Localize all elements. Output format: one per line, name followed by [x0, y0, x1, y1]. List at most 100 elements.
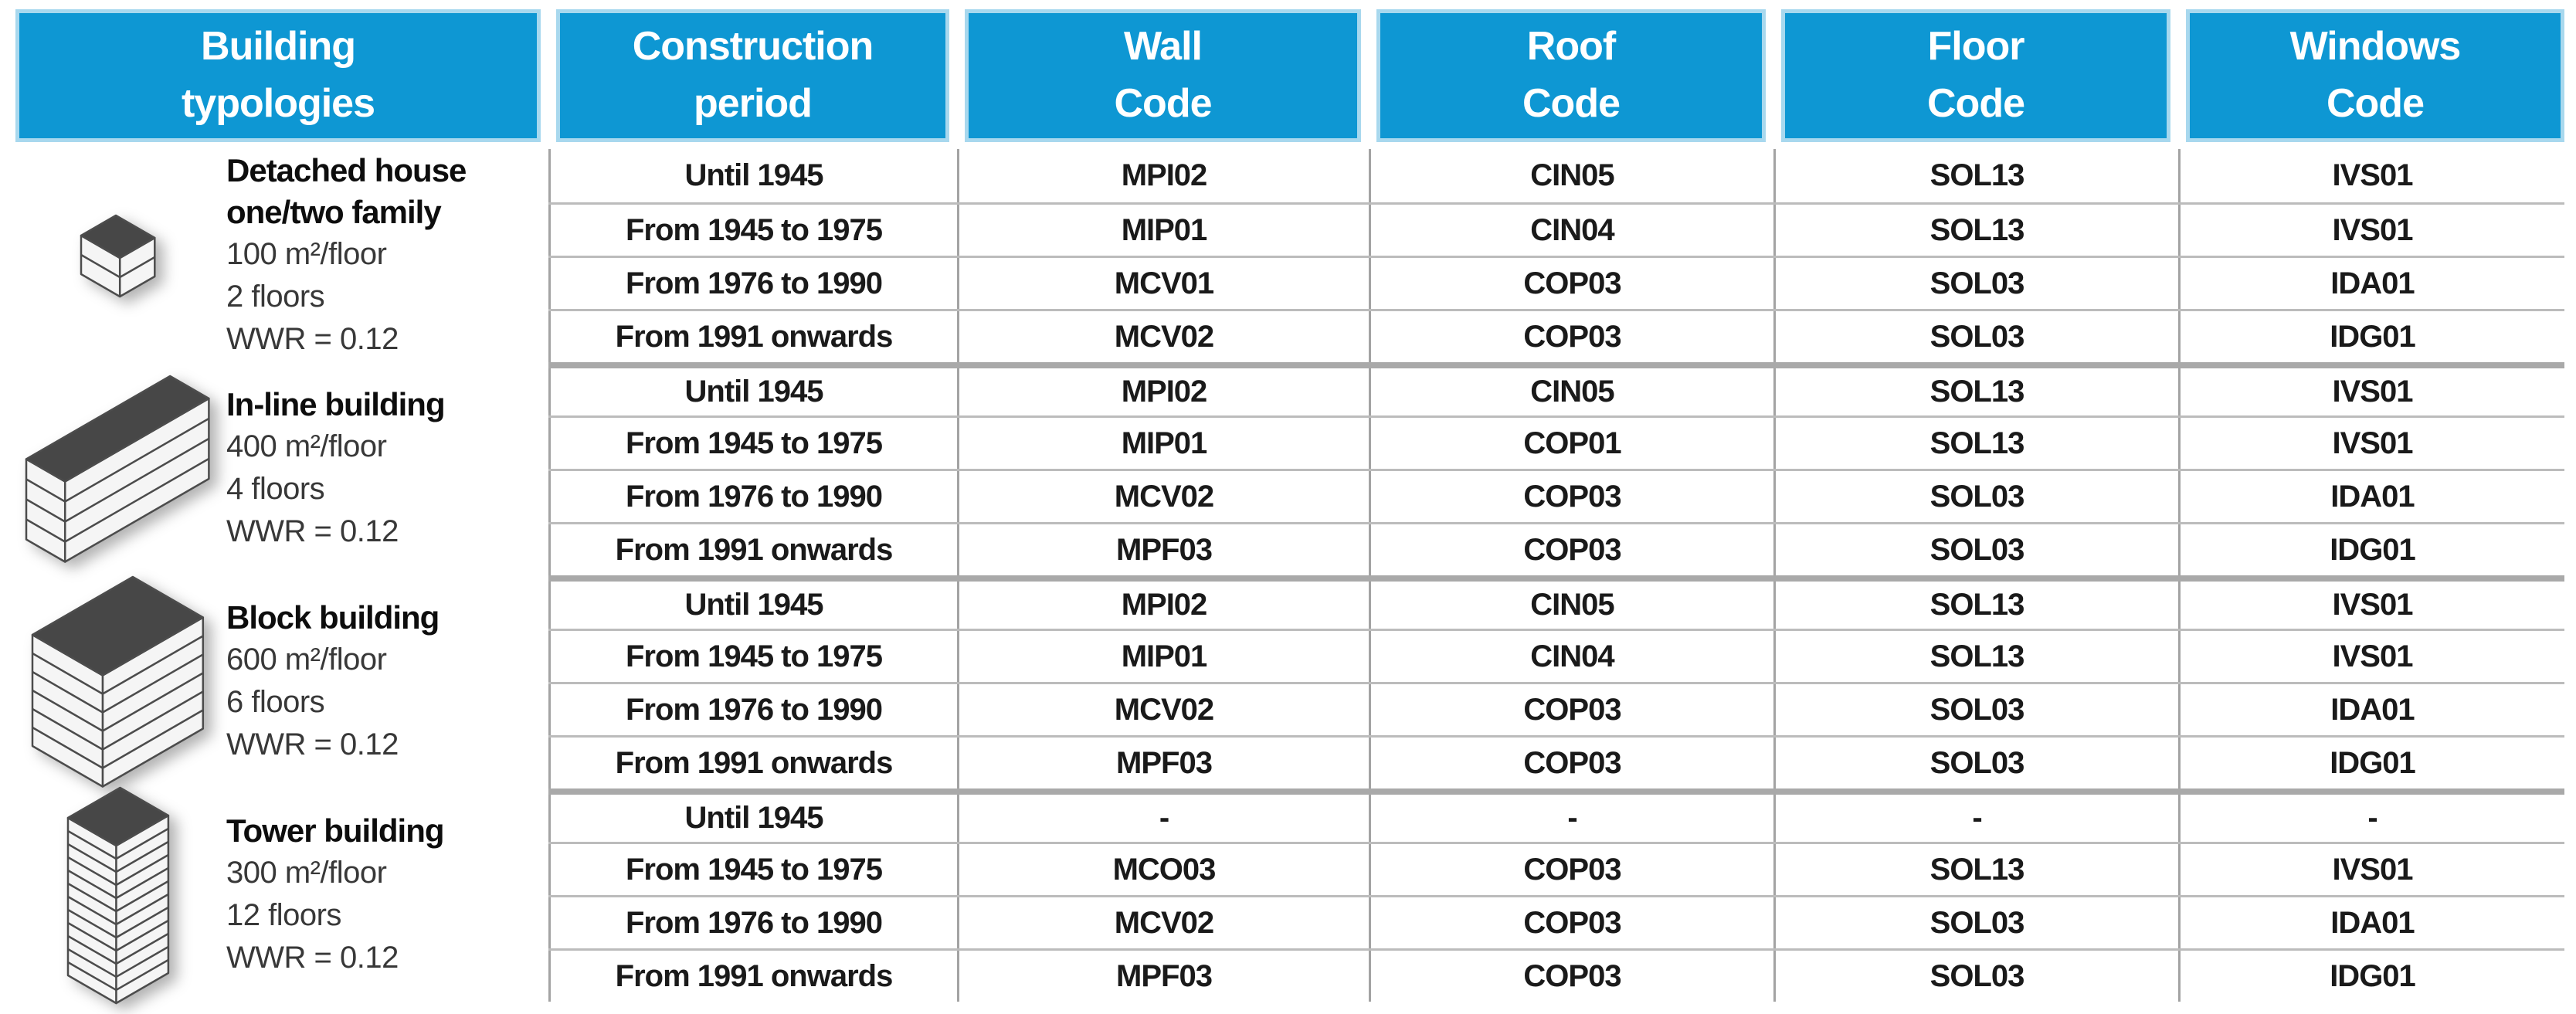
typology-icon-holder	[15, 370, 220, 568]
table-row: Until 1945- - - -	[548, 788, 2564, 842]
cell-floor: SOL03	[1773, 897, 2178, 948]
cell-floor: SOL13	[1773, 149, 2178, 202]
cell-wall: MCV02	[957, 897, 1369, 948]
cell-roof: COP03	[1369, 311, 1773, 362]
cell-windows: IDG01	[2178, 311, 2564, 362]
typology-text: Tower building 300 m²/floor 12 floors WWR =…	[220, 810, 548, 979]
detached-house-icon	[80, 214, 156, 297]
cell-period: From 1991 onwards	[548, 738, 957, 788]
column-header-construction-period: Construction period	[556, 9, 949, 142]
cell-windows: IDG01	[2178, 738, 2564, 788]
cell-windows: IVS01	[2178, 149, 2564, 202]
cell-roof: CIN04	[1369, 631, 1773, 682]
cell-period: From 1991 onwards	[548, 524, 957, 575]
cell-roof: COP03	[1369, 258, 1773, 309]
typology-group: Detached house one/two family 100 m²/floo…	[15, 149, 548, 362]
cell-roof: COP03	[1369, 738, 1773, 788]
cell-windows: IVS01	[2178, 368, 2564, 415]
column-header-windows-code: Windows Code	[2186, 9, 2564, 142]
cell-roof: COP01	[1369, 418, 1773, 469]
typology-group: Block building 600 m²/floor 6 floors WWR = …	[15, 575, 548, 788]
cell-floor: SOL13	[1773, 205, 2178, 256]
cell-period: From 1976 to 1990	[548, 897, 957, 948]
cell-wall: MCV01	[957, 258, 1369, 309]
cell-wall: MIP01	[957, 631, 1369, 682]
cell-wall: MPI02	[957, 149, 1369, 202]
table-row: From 1991 onwards MCV02 COP03 SOL03 IDG01	[548, 309, 2564, 362]
table-row: From 1976 to 1990 MCV02 COP03 SOL03 IDA01	[548, 895, 2564, 948]
cell-floor: SOL03	[1773, 311, 2178, 362]
building-typology-table: Building typologies Construction period …	[15, 9, 2564, 1004]
cell-wall: MCO03	[957, 844, 1369, 895]
column-header-floor-code: Floor Code	[1781, 9, 2170, 142]
cell-windows: IDG01	[2178, 524, 2564, 575]
cell-windows: IVS01	[2178, 205, 2564, 256]
cell-period: From 1991 onwards	[548, 951, 957, 1002]
cell-period: From 1976 to 1990	[548, 258, 957, 309]
typology-group: Tower building 300 m²/floor 12 floors WWR =…	[15, 786, 548, 1004]
cell-wall: MPF03	[957, 524, 1369, 575]
cell-roof: CIN04	[1369, 205, 1773, 256]
cell-period: From 1976 to 1990	[548, 471, 957, 522]
table-row: From 1991 onwards MPF03 COP03 SOL03 IDG01	[548, 735, 2564, 788]
table-row: From 1991 onwards MPF03 COP03 SOL03 IDG01	[548, 522, 2564, 575]
table-row: From 1976 to 1990 MCV02 COP03 SOL03 IDA01	[548, 469, 2564, 522]
cell-floor: SOL03	[1773, 684, 2178, 735]
cell-period: From 1945 to 1975	[548, 205, 957, 256]
table-row: From 1976 to 1990 MCV02 COP03 SOL03 IDA01	[548, 682, 2564, 735]
cell-windows: IDG01	[2178, 951, 2564, 1002]
cell-wall: MPI02	[957, 368, 1369, 415]
cell-windows: IDA01	[2178, 684, 2564, 735]
cell-floor: SOL13	[1773, 418, 2178, 469]
typology-icon-holder	[15, 782, 220, 1009]
typology-floors: 2 floors	[226, 280, 325, 314]
cell-floor: SOL13	[1773, 844, 2178, 895]
cell-floor: SOL03	[1773, 258, 2178, 309]
cell-period: Until 1945	[548, 368, 957, 415]
in-line-building-icon	[25, 375, 210, 563]
typology-title: Tower building	[226, 812, 445, 850]
table-row: From 1945 to 1975 MCO03 COP03 SOL13 IVS01	[548, 842, 2564, 895]
cell-period: From 1945 to 1975	[548, 844, 957, 895]
cell-windows: IVS01	[2178, 844, 2564, 895]
typology-floors: 6 floors	[226, 685, 325, 720]
data-rows: Until 1945 MPI02 CIN05 SOL13 IVS01 From 1945 …	[548, 149, 2564, 1002]
table-row: Until 1945 MPI02 CIN05 SOL13 IVS01	[548, 149, 2564, 202]
cell-wall: -	[957, 795, 1369, 842]
cell-wall: MPI02	[957, 582, 1369, 629]
cell-floor: SOL13	[1773, 631, 2178, 682]
typology-wwr: WWR = 0.12	[226, 514, 399, 549]
cell-roof: COP03	[1369, 524, 1773, 575]
tower-building-icon	[66, 786, 169, 1004]
typology-area: 600 m²/floor	[226, 643, 387, 677]
typology-floors: 12 floors	[226, 898, 341, 933]
typology-area: 400 m²/floor	[226, 429, 387, 464]
cell-windows: IVS01	[2178, 582, 2564, 629]
typology-title: Block building	[226, 599, 440, 636]
typology-floors: 4 floors	[226, 472, 325, 507]
table-row: From 1945 to 1975 MIP01 CIN04 SOL13 IVS01	[548, 629, 2564, 682]
cell-period: From 1976 to 1990	[548, 684, 957, 735]
table-row: Until 1945 MPI02 CIN05 SOL13 IVS01	[548, 362, 2564, 415]
typology-area: 100 m²/floor	[226, 236, 387, 271]
cell-roof: COP03	[1369, 844, 1773, 895]
table-row: From 1991 onwards MPF03 COP03 SOL03 IDG01	[548, 948, 2564, 1002]
cell-windows: IVS01	[2178, 418, 2564, 469]
cell-windows: IDA01	[2178, 897, 2564, 948]
cell-roof: COP03	[1369, 684, 1773, 735]
cell-windows: IDA01	[2178, 258, 2564, 309]
cell-period: From 1945 to 1975	[548, 631, 957, 682]
typology-group: In-line building 400 m²/floor 4 floors WWR …	[15, 362, 548, 575]
typology-text: In-line building 400 m²/floor 4 floors WWR …	[220, 384, 548, 553]
cell-wall: MCV02	[957, 471, 1369, 522]
typology-icon-holder	[15, 209, 220, 303]
table-row: Until 1945 MPI02 CIN05 SOL13 IVS01	[548, 575, 2564, 629]
cell-period: From 1991 onwards	[548, 311, 957, 362]
typology-title: In-line building	[226, 386, 446, 423]
typology-wwr: WWR = 0.12	[226, 322, 399, 357]
cell-wall: MCV02	[957, 684, 1369, 735]
typology-wwr: WWR = 0.12	[226, 941, 399, 975]
cell-windows: IDA01	[2178, 471, 2564, 522]
typology-title: Detached house one/two family	[226, 152, 467, 231]
cell-period: From 1945 to 1975	[548, 418, 957, 469]
